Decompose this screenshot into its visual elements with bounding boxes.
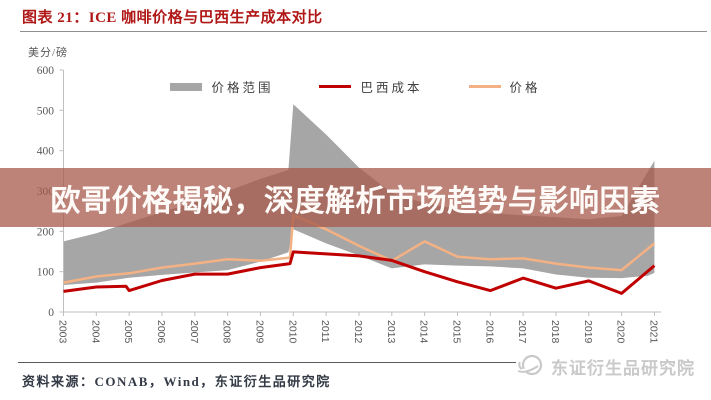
x-axis-year-label: 2004 <box>89 320 101 344</box>
x-axis-year-label: 2009 <box>254 320 266 344</box>
red-line-swatch-icon <box>319 85 352 88</box>
figure-title: 图表 21：ICE 咖啡价格与巴西生产成本对比 <box>22 10 323 26</box>
x-axis-year-label: 2007 <box>188 320 200 344</box>
x-axis-year-label: 2006 <box>155 320 167 344</box>
x-axis-year-label: 2020 <box>615 320 627 344</box>
legend-item-price: 价格 <box>468 77 541 96</box>
y-tick-label: 200 <box>37 226 55 238</box>
x-axis-year-label: 2021 <box>647 320 659 344</box>
watermark: 东证衍生品研究院 <box>516 352 695 380</box>
legend-label: 价格 <box>509 81 541 95</box>
institute-logo-icon <box>517 354 543 376</box>
price-line <box>63 213 656 284</box>
x-axis-year-label: 2008 <box>221 320 233 344</box>
orange-line-swatch-icon <box>468 85 501 88</box>
overlay-banner-text: 欧哥价格揭秘，深度解析市场趋势与影响因素 <box>50 184 661 218</box>
y-axis-unit-label: 美分/磅 <box>28 45 68 59</box>
y-tick-label: 600 <box>37 65 55 77</box>
watermark-text: 东证衍生品研究院 <box>551 358 695 378</box>
band-swatch-icon <box>170 82 203 91</box>
y-tick-label: 0 <box>48 307 54 319</box>
legend-item-brazil-cost: 巴西成本 <box>319 77 422 96</box>
chart-legend: 价格范围 巴西成本 价格 <box>0 77 711 96</box>
x-axis-year-label: 2010 <box>286 320 298 344</box>
x-axis-year-label: 2018 <box>549 320 561 344</box>
legend-label: 价格范围 <box>211 81 274 95</box>
x-axis-year-label: 2011 <box>319 320 331 343</box>
y-tick-label: 500 <box>37 105 55 117</box>
overlay-banner: 欧哥价格揭秘，深度解析市场趋势与影响因素 <box>0 168 711 227</box>
footer-divider <box>18 362 516 363</box>
x-axis-year-label: 2003 <box>57 320 69 344</box>
x-axis-year-label: 2013 <box>385 320 397 344</box>
x-axis-year-label: 2017 <box>516 320 528 344</box>
y-tick-label: 100 <box>37 267 55 279</box>
x-axis-year-label: 2012 <box>352 320 364 344</box>
title-divider <box>20 31 707 32</box>
x-axis-year-label: 2014 <box>418 320 430 344</box>
brazil-cost-line <box>63 250 656 295</box>
x-axis-year-label: 2016 <box>483 320 495 344</box>
x-axis-year-label: 2015 <box>451 320 463 344</box>
legend-label: 巴西成本 <box>360 81 423 95</box>
data-source-note: 资料来源：CONAB，Wind，东证衍生品研究院 <box>22 374 331 389</box>
x-axis-year-label: 2019 <box>582 320 594 344</box>
y-tick-label: 400 <box>37 146 55 158</box>
legend-item-price-range: 价格范围 <box>170 77 273 96</box>
x-axis-year-label: 2005 <box>122 320 134 344</box>
